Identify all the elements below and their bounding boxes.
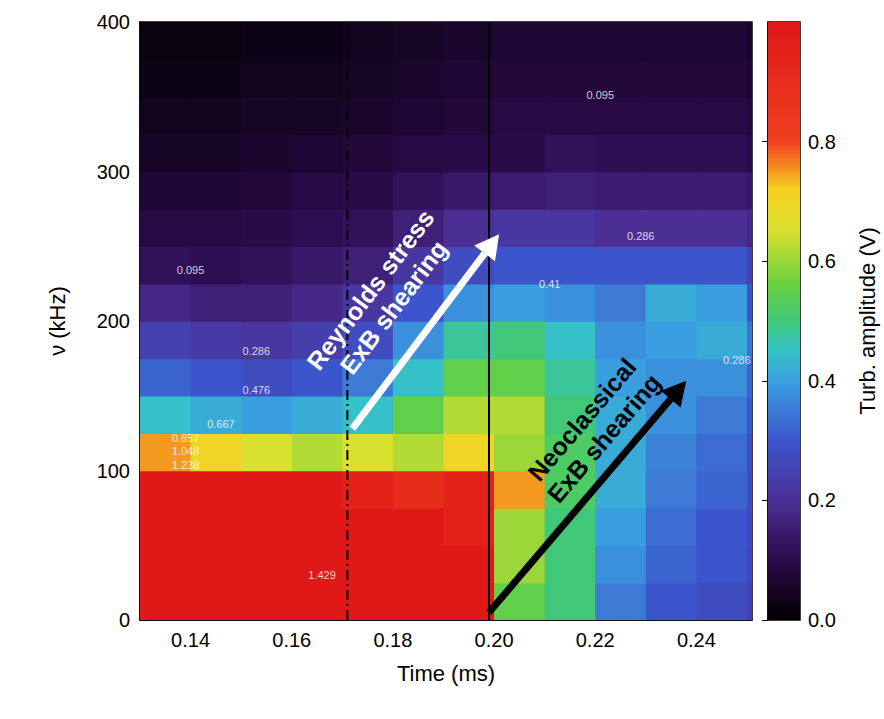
svg-text:0.0: 0.0 [808,609,836,631]
svg-text:0.286: 0.286 [243,345,271,357]
svg-text:0.16: 0.16 [272,629,311,651]
svg-text:0.14: 0.14 [171,629,210,651]
svg-text:ExB shearing: ExB shearing [541,368,666,508]
svg-text:0: 0 [119,609,130,631]
svg-text:0.2: 0.2 [808,489,836,511]
svg-text:0.6: 0.6 [808,250,836,272]
svg-text:1.238: 1.238 [172,459,200,471]
svg-text:0.857: 0.857 [172,432,200,444]
svg-text:0.095: 0.095 [177,264,205,276]
svg-text:0.476: 0.476 [243,384,271,396]
svg-text:200: 200 [97,310,130,332]
svg-text:ν (kHz): ν (kHz) [45,286,70,356]
svg-text:0.8: 0.8 [808,131,836,153]
svg-text:Neoclassical: Neoclassical [522,352,642,487]
svg-text:300: 300 [97,161,130,183]
svg-text:Reynolds stress: Reynolds stress [301,204,440,376]
svg-text:400: 400 [97,11,130,33]
svg-text:Time (ms): Time (ms) [397,661,495,686]
svg-text:0.286: 0.286 [723,354,751,366]
svg-text:1.048: 1.048 [172,445,200,457]
svg-text:0.24: 0.24 [677,629,716,651]
svg-text:0.286: 0.286 [627,230,655,242]
svg-text:0.18: 0.18 [373,629,412,651]
svg-text:100: 100 [97,460,130,482]
svg-text:0.667: 0.667 [207,418,235,430]
svg-text:0.095: 0.095 [586,89,614,101]
svg-text:Turb. amplitude (V): Turb. amplitude (V) [855,227,880,414]
svg-text:ExB shearing: ExB shearing [334,235,453,379]
svg-text:0.22: 0.22 [576,629,615,651]
svg-text:0.4: 0.4 [808,370,836,392]
svg-text:1.429: 1.429 [308,569,336,581]
svg-text:0.41: 0.41 [539,278,560,290]
svg-text:0.20: 0.20 [475,629,514,651]
